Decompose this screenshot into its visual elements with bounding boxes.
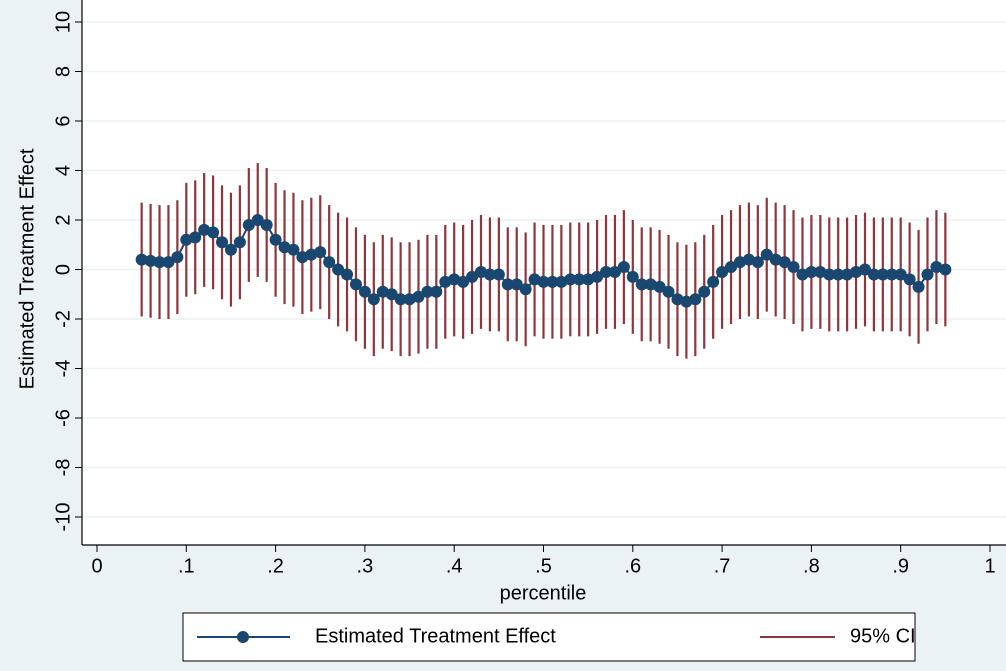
estimate-point xyxy=(144,254,157,267)
estimate-point xyxy=(189,231,202,244)
estimate-point xyxy=(251,214,264,226)
legend-swatch xyxy=(237,631,249,643)
x-tick-label: .4 xyxy=(446,555,463,577)
grid xyxy=(82,21,1006,518)
estimate-point xyxy=(501,278,514,291)
estimate-point xyxy=(135,253,148,266)
y-tick-label: -2 xyxy=(52,310,74,328)
x-tick-label: .7 xyxy=(714,555,731,577)
estimate-point xyxy=(341,268,354,281)
estimate-point xyxy=(707,275,720,288)
estimate-point xyxy=(546,275,559,288)
estimate-point xyxy=(216,236,229,249)
estimate-point xyxy=(653,280,666,293)
y-tick-label: 0 xyxy=(52,264,74,275)
y-tick-label: -6 xyxy=(52,409,74,427)
estimate-point xyxy=(903,273,916,286)
y-tick-label: 10 xyxy=(52,11,74,33)
estimate-point xyxy=(224,243,237,256)
axes: -10 -8 -6 -4 -2 0 2 4 6 8 10 0 .1 .2 .3 .4 .5 .6 .7 .8 .9 1 xyxy=(52,11,995,577)
estimate-point xyxy=(564,273,577,286)
estimate-point xyxy=(349,278,362,291)
estimate-point xyxy=(323,256,336,269)
estimate-point xyxy=(492,268,505,281)
estimate-point xyxy=(787,261,800,274)
y-tick-label: -4 xyxy=(52,360,74,378)
estimate-point xyxy=(457,275,470,288)
estimate-point xyxy=(537,275,550,288)
y-tick-label: 2 xyxy=(52,214,74,225)
estimate-point xyxy=(689,293,702,306)
y-tick-label: 4 xyxy=(52,165,74,176)
x-tick-label: .9 xyxy=(892,555,909,577)
estimate-point xyxy=(367,293,380,306)
estimate-point xyxy=(287,243,300,256)
estimate-point xyxy=(483,268,496,281)
estimate-point xyxy=(600,265,613,278)
estimate-point xyxy=(725,261,738,274)
estimate-point xyxy=(698,285,711,298)
estimate-point xyxy=(573,273,586,286)
estimate-point xyxy=(207,226,220,239)
estimate-point xyxy=(912,280,925,293)
estimate-point xyxy=(635,278,648,291)
estimate-point xyxy=(867,268,880,281)
estimate-point xyxy=(885,268,898,281)
estimate-point xyxy=(823,268,836,281)
estimate-point xyxy=(591,270,604,283)
estimate-point xyxy=(751,256,764,269)
estimate-point xyxy=(939,263,952,276)
estimate-point xyxy=(233,236,246,249)
estimate-point xyxy=(314,246,327,259)
estimate-point xyxy=(269,233,282,246)
estimate-point xyxy=(510,278,523,291)
x-axis-title: percentile xyxy=(500,582,587,604)
estimate-point xyxy=(153,256,166,269)
y-tick-label: -10 xyxy=(52,503,74,532)
estimate-point xyxy=(760,248,773,261)
y-tick-label: 6 xyxy=(52,115,74,126)
estimate-point xyxy=(519,283,532,296)
estimate-point xyxy=(466,270,479,283)
estimate-point xyxy=(805,265,818,278)
estimate-point xyxy=(385,288,398,301)
estimate-point xyxy=(332,263,345,276)
estimate-point xyxy=(894,268,907,281)
x-tick-label: 0 xyxy=(91,555,102,577)
estimate-point xyxy=(778,256,791,269)
estimate-point xyxy=(921,268,934,281)
estimate-point xyxy=(171,251,184,264)
estimate-point xyxy=(876,268,889,281)
x-tick-label: 1 xyxy=(984,555,995,577)
estimate-point xyxy=(716,265,729,278)
estimate-point xyxy=(832,268,845,281)
estimate-point xyxy=(430,285,443,298)
estimate-point xyxy=(162,256,175,269)
marks xyxy=(135,163,952,359)
y-tick-label: 8 xyxy=(52,66,74,77)
estimate-point xyxy=(421,285,434,298)
x-tick-label: .6 xyxy=(624,555,641,577)
legend-items: Estimated Treatment Effect 95% CI xyxy=(197,625,916,647)
estimate-point xyxy=(412,290,425,303)
legend-label: Estimated Treatment Effect xyxy=(315,625,556,647)
x-tick-label: .8 xyxy=(803,555,820,577)
y-tick-label: -8 xyxy=(52,459,74,477)
estimate-point xyxy=(626,270,639,283)
y-axis-title: Estimated Treatment Effect xyxy=(16,148,38,389)
estimate-point xyxy=(858,263,871,276)
x-tick-label: .3 xyxy=(357,555,374,577)
estimate-point xyxy=(358,285,371,298)
estimate-point xyxy=(662,285,675,298)
estimate-point xyxy=(260,218,273,231)
estimate-point xyxy=(617,261,630,274)
x-tick-label: .2 xyxy=(267,555,284,577)
legend-label: 95% CI xyxy=(850,625,916,647)
estimate-point xyxy=(394,293,407,306)
x-tick-label: .1 xyxy=(178,555,195,577)
estimate-point xyxy=(242,218,255,231)
x-tick-label: .5 xyxy=(535,555,552,577)
estimate-point xyxy=(608,265,621,278)
